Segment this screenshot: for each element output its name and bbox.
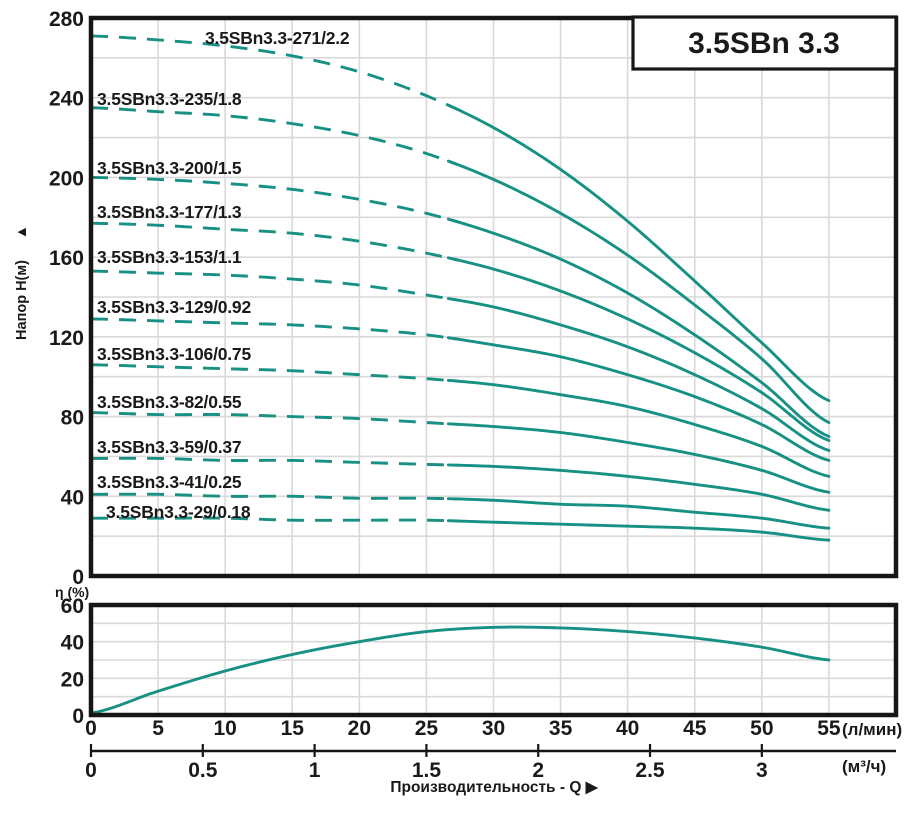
eff-y-tick-label: 40	[61, 632, 84, 655]
x-tick-label-lpm: 50	[750, 717, 773, 740]
curve-label-0: 3.5SBn3.3-271/2.2	[205, 28, 350, 48]
eff-y-tick-label: 60	[61, 595, 84, 618]
model-title-box	[631, 15, 898, 71]
head-curve-dashed-3	[90, 221, 458, 262]
x-tick-label-m3h: 1.5	[412, 759, 442, 782]
efficiency-axis-label: η (%)	[55, 584, 89, 600]
head-curve-8	[446, 463, 831, 512]
x-tick-label-lpm: 15	[281, 717, 305, 740]
x-tick-label-m3h: 2.5	[635, 759, 665, 782]
head-curve-4	[446, 297, 831, 452]
y-tick-label: 120	[49, 327, 84, 350]
efficiency-chart-gridlines	[91, 605, 896, 715]
head-curve-1	[446, 159, 831, 424]
x-axis-secondary-ticks: 0 0.5 1 1.5 2 2.5 3	[85, 744, 768, 782]
eff-y-tick-label: 20	[61, 668, 84, 691]
curve-label-3: 3.5SBn3.3-177/1.3	[97, 202, 242, 222]
model-title-text: 3.5SBn 3.3	[688, 27, 840, 60]
x-tick-label-m3h: 1	[309, 759, 321, 782]
head-curve-3	[446, 256, 831, 442]
x-axis-primary-unit: (л/мин)	[842, 720, 902, 739]
curve-label-2: 3.5SBn3.3-200/1.5	[97, 158, 242, 178]
efficiency-chart-frame	[88, 602, 899, 718]
head-curve-dashed-9	[90, 492, 458, 501]
y-tick-label: 240	[49, 88, 84, 111]
x-axis-primary-ticks: 0 5 10 15 20 25 30 35 40 45 50 55	[85, 717, 841, 740]
curve-label-1: 3.5SBn3.3-235/1.8	[97, 89, 242, 109]
curve-inline-labels: 3.5SBn3.3-271/2.2 3.5SBn3.3-235/1.8 3.5SBn…	[97, 28, 350, 522]
x-tick-label-lpm: 0	[85, 717, 97, 740]
x-axis-secondary-unit: (м³/ч)	[842, 757, 886, 776]
head-curve-dashed-0	[90, 34, 459, 111]
y-axis-arrow-icon: ▲	[14, 225, 30, 239]
x-tick-label-lpm: 40	[616, 717, 639, 740]
y-tick-label: 0	[72, 566, 84, 589]
head-curve-2	[446, 217, 831, 438]
curve-label-7: 3.5SBn3.3-82/0.55	[97, 392, 242, 412]
y-tick-label: 40	[61, 486, 84, 509]
x-tick-label-lpm: 30	[482, 717, 505, 740]
eff-y-tick-label: 0	[72, 705, 84, 728]
head-curve-dashed-8	[91, 456, 458, 467]
x-tick-label-m3h: 2	[532, 759, 544, 782]
curve-label-10: 3.5SBn3.3-29/0.18	[106, 502, 251, 522]
head-curve-0	[446, 103, 831, 403]
y-tick-label: 80	[61, 407, 84, 430]
x-tick-label-lpm: 35	[549, 717, 573, 740]
main-chart-frame	[88, 15, 899, 579]
head-curve-5	[446, 336, 831, 462]
curve-label-6: 3.5SBn3.3-106/0.75	[97, 344, 251, 364]
curve-label-9: 3.5SBn3.3-41/0.25	[97, 472, 242, 492]
head-curve-9	[446, 497, 831, 530]
curve-label-5: 3.5SBn3.3-129/0.92	[97, 297, 251, 317]
x-tick-label-lpm: 55	[817, 717, 841, 740]
y-tick-label: 160	[49, 247, 84, 270]
head-curve-dashed-6	[90, 363, 458, 383]
head-curve-dashed-2	[90, 175, 459, 224]
head-curve-6	[446, 378, 831, 478]
x-tick-label-lpm: 25	[415, 717, 439, 740]
head-curve-7	[446, 422, 831, 494]
curve-label-4: 3.5SBn3.3-153/1.1	[97, 247, 242, 267]
head-curve-dashed-7	[90, 411, 458, 426]
y-tick-label: 200	[49, 167, 84, 190]
x-tick-label-m3h: 0	[85, 759, 97, 782]
curve-label-8: 3.5SBn3.3-59/0.37	[97, 437, 241, 457]
x-tick-label-lpm: 10	[213, 717, 236, 740]
head-curve-10	[446, 519, 831, 542]
main-chart-gridlines	[91, 18, 896, 576]
efficiency-curve	[89, 625, 831, 715]
head-curves-group	[90, 34, 831, 542]
x-tick-label-lpm: 5	[152, 717, 164, 740]
efficiency-y-tick-labels: 0 20 40 60	[61, 595, 84, 728]
head-curve-dashed-10	[91, 516, 458, 523]
x-tick-label-lpm: 20	[348, 717, 371, 740]
x-tick-label-lpm: 45	[683, 717, 707, 740]
efficiency-curve-group	[89, 625, 831, 715]
y-axis-title-head: Напор H(м)	[14, 260, 30, 340]
main-y-tick-labels: 0 40 80 120 160 200 240 280	[49, 8, 84, 589]
head-curve-dashed-1	[90, 106, 459, 166]
x-axis-caption: Производительность - Q ▶	[390, 779, 598, 796]
x-tick-label-m3h: 0.5	[188, 759, 218, 782]
head-curve-dashed-4	[90, 269, 458, 302]
x-tick-label-m3h: 3	[756, 759, 768, 782]
y-tick-label: 280	[49, 8, 84, 31]
head-curve-dashed-5	[90, 317, 458, 341]
